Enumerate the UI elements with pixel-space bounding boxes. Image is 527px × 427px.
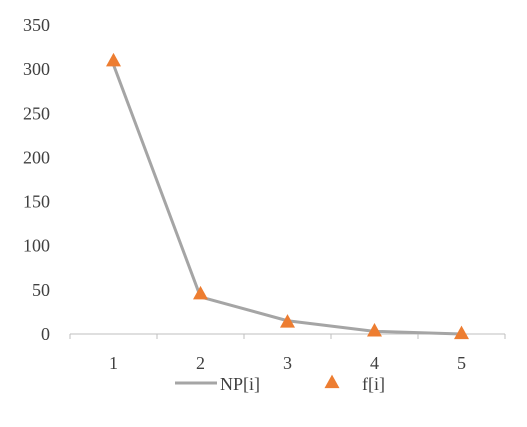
y-tick-label: 100 — [23, 236, 50, 256]
legend-label: NP[i] — [220, 374, 260, 394]
series-layer — [106, 52, 469, 340]
y-tick-label: 300 — [23, 59, 50, 79]
x-tick-label: 4 — [370, 353, 379, 373]
series-line-np — [112, 63, 463, 336]
x-tick-label: 3 — [283, 353, 292, 373]
x-tick-label: 5 — [457, 353, 466, 373]
y-tick-label: 50 — [32, 280, 50, 300]
y-tick-label: 200 — [23, 147, 50, 167]
data-point-f-marker — [367, 322, 382, 337]
data-point-f-marker — [193, 285, 208, 300]
x-axis-ticks: 1 2 3 4 5 — [69, 334, 506, 373]
y-axis-ticks: 0 50 100 150 200 250 300 350 — [23, 15, 50, 344]
x-tick-label: 1 — [109, 353, 118, 373]
legend-swatch-triangle — [324, 374, 340, 389]
legend: NP[i] f[i] — [175, 374, 385, 394]
x-tick-label: 2 — [196, 353, 205, 373]
y-tick-label: 0 — [41, 324, 50, 344]
y-tick-label: 250 — [23, 103, 50, 123]
data-point-f-marker — [106, 52, 121, 67]
legend-label: f[i] — [362, 374, 385, 394]
data-point-f-marker — [280, 314, 295, 328]
y-tick-label: 350 — [23, 15, 50, 35]
y-tick-label: 150 — [23, 192, 50, 212]
data-point-f-marker — [454, 325, 469, 340]
